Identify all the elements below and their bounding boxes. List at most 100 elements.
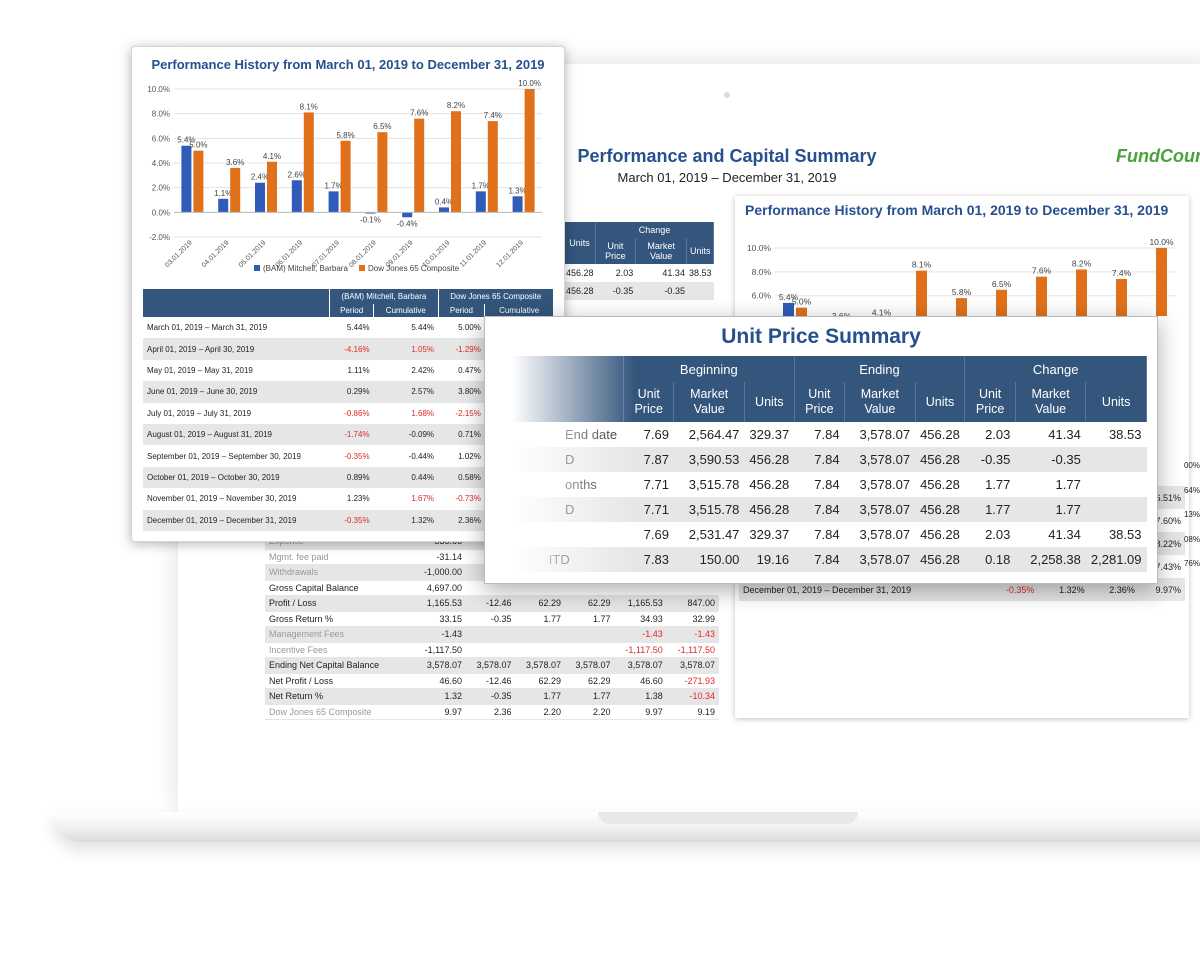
data-label: 1.7% <box>472 181 490 190</box>
up-sub-header: Units <box>1085 382 1147 422</box>
bar-dji <box>996 289 1007 316</box>
up-cell: 456.28 <box>920 452 960 467</box>
bar-dji <box>230 167 241 213</box>
up-cell: 456.28 <box>920 427 960 442</box>
up-cell: 3,515.78 <box>688 502 740 517</box>
legend-swatch-dji <box>359 265 365 271</box>
data-label: 8.1% <box>912 260 932 270</box>
value-cell: 1.32% <box>411 515 435 525</box>
up-cell: 7.84 <box>814 502 840 517</box>
value-cell: 7.60% <box>1155 515 1181 526</box>
value-cell: 7.43% <box>1155 561 1181 572</box>
bar-bam <box>255 182 265 213</box>
up-cell: 456.28 <box>920 552 960 567</box>
value-cell: 6.51% <box>1155 492 1181 503</box>
legend-label-dji: Dow Jones 65 Composite <box>368 264 460 273</box>
value-cell: 1.23% <box>346 494 370 504</box>
data-label: 7.4% <box>484 111 502 120</box>
y-tick-label: -2.0% <box>149 233 170 242</box>
change-sub-header: Unit Price <box>595 238 636 264</box>
data-label: 2.6% <box>288 170 306 179</box>
period-label: May 01, 2019 – May 31, 2019 <box>147 365 253 375</box>
legend-swatch-bam <box>254 265 260 271</box>
up-cell: -0.35 <box>980 452 1011 467</box>
bar-bam <box>365 212 376 214</box>
data-label: 5.0% <box>189 141 207 150</box>
value-cell: 0.71% <box>458 430 481 440</box>
period-label: August 01, 2019 – August 31, 2019 <box>147 430 272 440</box>
bar-dji <box>303 112 314 213</box>
capital-cell: 2.20 <box>543 706 562 717</box>
change-row: 456.28 -0.35 -0.35 <box>564 282 714 300</box>
capital-row: Gross Capital Balance 4,697.00 <box>265 580 719 596</box>
value-cell: 1.32% <box>1059 584 1085 595</box>
capital-cell: -1,000.00 <box>423 567 462 578</box>
change-cell: 2.03 <box>615 268 634 278</box>
capital-cell: 3,578.07 <box>476 660 512 671</box>
right-overflow-values: 00% 64% 13% 08% 76% <box>1158 454 1200 577</box>
ending-header: Ending <box>794 356 966 382</box>
value-cell: 5.44% <box>346 323 370 333</box>
value-cell: 3.80% <box>458 387 481 397</box>
up-sub-header: Unit Price <box>794 382 846 422</box>
capital-row: Profit / Loss 1,165.53 -12.46 62.29 62.29 1,1… <box>265 595 719 611</box>
overflow-value: 13% <box>1183 510 1200 519</box>
capital-row: Net Return % 1.32 -0.35 1.77 1.77 1.38 -10.34 <box>265 688 719 704</box>
up-cell: 7.69 <box>643 427 669 442</box>
capital-cell: 1,165.53 <box>426 598 462 609</box>
data-label: 6.5% <box>373 122 391 131</box>
data-label: 4.1% <box>872 307 892 316</box>
period-label: April 01, 2019 – April 30, 2019 <box>147 344 255 354</box>
period-header-blank <box>143 289 330 317</box>
value-cell: 0.29% <box>346 387 370 397</box>
value-cell: -0.09% <box>408 430 435 440</box>
value-cell: 1.05% <box>411 344 435 354</box>
change-table: Units Change Unit Price Market Value Uni… <box>564 222 714 300</box>
capital-cell: 3,578.07 <box>525 660 562 671</box>
capital-row: Gross Return % 33.15 -0.35 1.77 1.77 34.93 32.… <box>265 611 719 627</box>
up-cell: 456.28 <box>920 502 960 517</box>
data-label: 8.1% <box>300 102 318 111</box>
overflow-value: 76% <box>1183 559 1200 568</box>
data-label: 5.4% <box>177 136 195 145</box>
bar-bam <box>218 198 229 213</box>
bar-dji <box>524 89 535 213</box>
capital-cell: 3,578.07 <box>575 660 611 671</box>
up-cell: 456.28 <box>920 477 960 492</box>
data-label: 4.1% <box>263 152 281 161</box>
capital-cell: 32.99 <box>692 613 715 624</box>
up-cell: 2.03 <box>985 527 1011 542</box>
data-label: 7.6% <box>410 109 428 118</box>
up-cell: 7.71 <box>643 477 669 492</box>
capital-row: Incentive Fees -1,117.50 -1,117.50 -1,117.5… <box>265 642 719 658</box>
bar-dji <box>193 150 204 213</box>
capital-cell: 1.38 <box>645 691 663 702</box>
right-card-title: Performance History from March 01, 2019 … <box>745 202 1169 218</box>
up-cell: 3,578.07 <box>859 477 911 492</box>
up-cell: 41.34 <box>1048 527 1081 542</box>
capital-cell: 1,165.53 <box>627 598 663 609</box>
capital-cell: -10.34 <box>689 691 715 702</box>
left-card-title: Performance History from March 01, 2019 … <box>151 57 545 72</box>
bar-dji <box>796 307 807 316</box>
unit-price-title: Unit Price Summary <box>721 325 921 348</box>
capital-cell: 1.77 <box>543 613 562 624</box>
report-title: Performance and Capital Summary <box>577 146 877 166</box>
up-cell: 7.83 <box>643 552 669 567</box>
data-label: 5.4% <box>779 292 799 302</box>
overflow-value: 00% <box>1183 461 1200 470</box>
up-cell: 7.84 <box>814 477 840 492</box>
change-group-header: Change <box>595 222 714 238</box>
capital-label: Mgmt. fee paid <box>269 551 329 562</box>
x-tick-label: 04.01.2019 <box>201 239 231 269</box>
capital-cell: 62.29 <box>538 598 562 609</box>
right-performance-chart: 4.0% 6.0% 8.0% 10.0% 5.4%5.0% 3.6% 4.1% 8.1% 5.8… <box>747 237 1175 316</box>
value-cell: 5.44% <box>411 323 435 333</box>
units-header: Units <box>564 222 597 264</box>
period-label: June 01, 2019 – June 30, 2019 <box>147 387 258 397</box>
bar-dji <box>414 118 425 213</box>
capital-cell <box>516 627 566 643</box>
period-label: November 01, 2019 – November 30, 2019 <box>147 494 297 504</box>
capital-cell: -1,117.50 <box>677 644 715 655</box>
up-cell <box>1086 497 1147 522</box>
